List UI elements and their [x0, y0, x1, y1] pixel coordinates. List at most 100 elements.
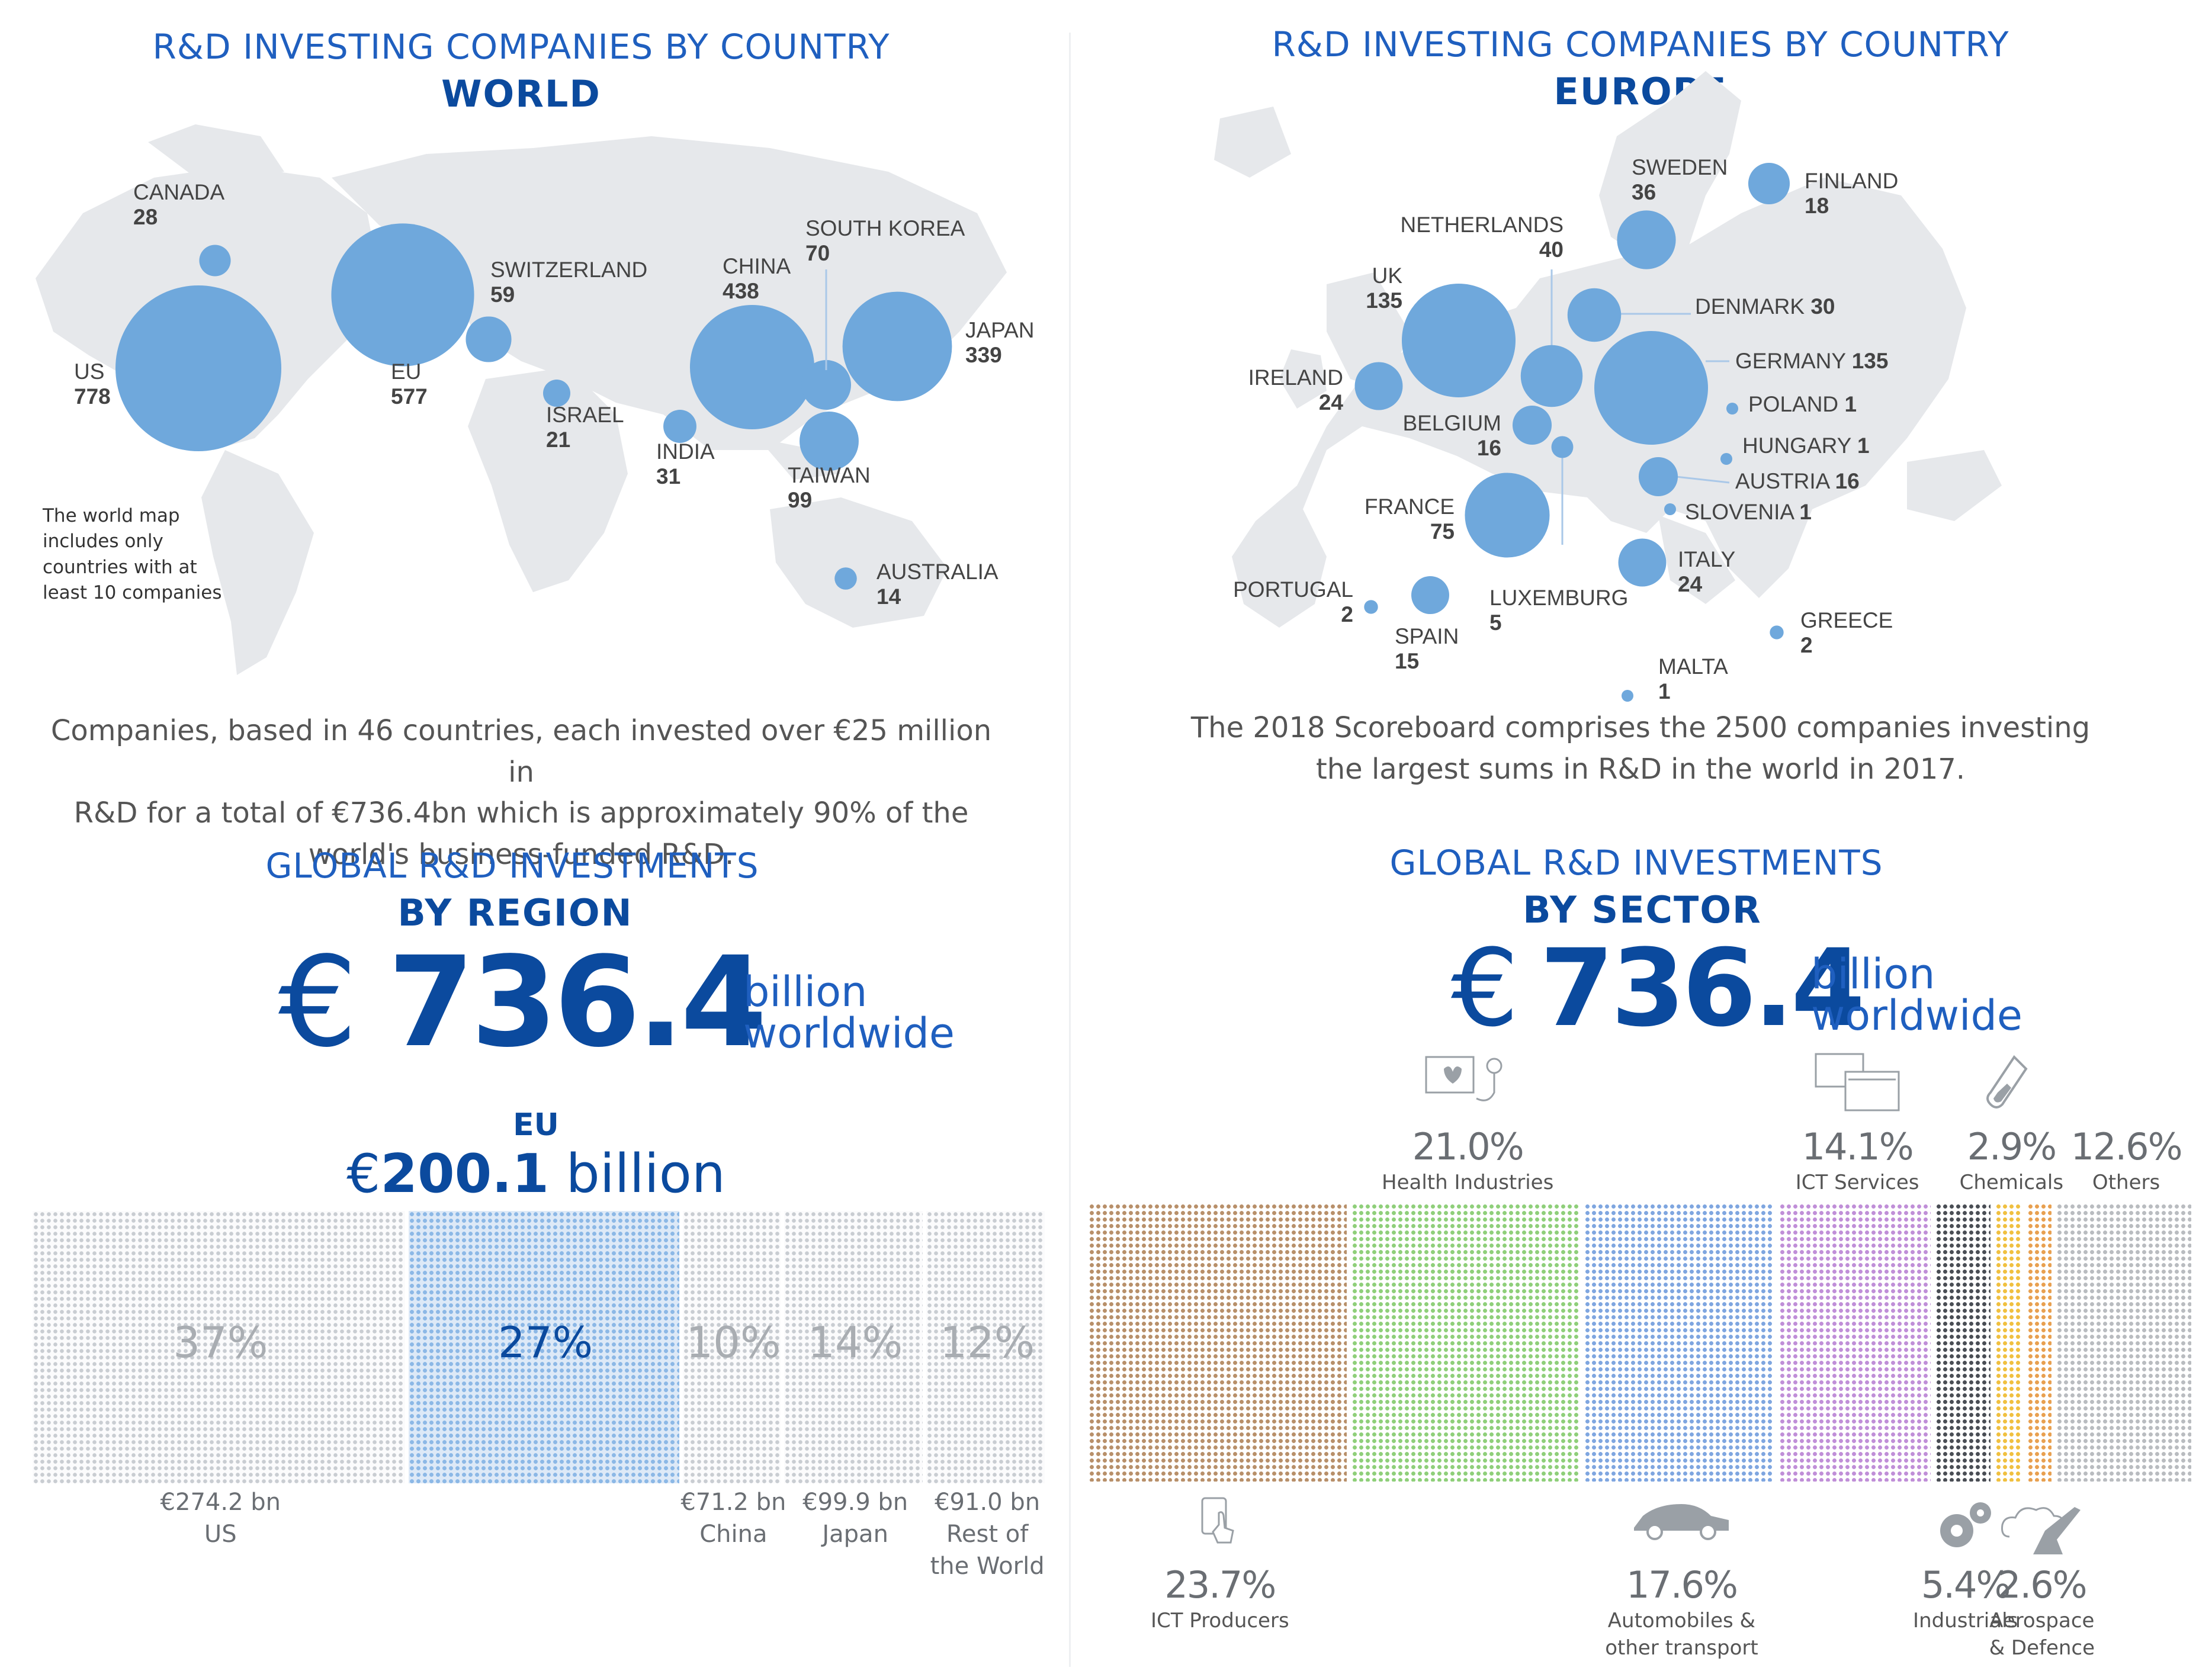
world-description-line: Companies, based in 46 countries, each i… — [50, 714, 992, 789]
world-label-china: CHINA — [723, 254, 791, 278]
sector-percent-others: 12.6% — [2070, 1125, 2183, 1168]
region-percent-japan: 14% — [808, 1318, 903, 1367]
europe-label-italy: ITALY — [1678, 547, 1735, 571]
world-label-taiwan: TAIWAN — [788, 463, 871, 487]
europe-value-sweden: 36 — [1632, 180, 1656, 204]
europe-bubble-germany — [1594, 331, 1708, 445]
region-total-value: 736.4 — [388, 930, 767, 1075]
sector-percent-aerospace-defence: 2.6% — [1998, 1563, 2088, 1606]
sector-total-symbol: € — [1451, 927, 1519, 1050]
world-value-switzerland: 59 — [490, 282, 515, 307]
europe-leader-austria — [1675, 475, 1730, 484]
europe-label-hungary: HUNGARY 1 — [1742, 433, 1870, 458]
europe-value-france: 75 — [1430, 519, 1455, 544]
sector-name-aerospace-defence: Aerospace & Defence — [1989, 1608, 2095, 1662]
test-tube-icon — [1985, 1051, 2038, 1119]
tablet-touch-icon — [1196, 1495, 1244, 1551]
world-description: Companies, based in 46 countries, each i… — [36, 711, 1007, 875]
sector-name-line: Health Industries — [1382, 1171, 1554, 1194]
sector-name-line: other transport — [1605, 1636, 1758, 1660]
europe-label-france: FRANCE — [1365, 494, 1455, 519]
region-percent-eu: 27% — [498, 1318, 593, 1367]
region-label-us: €274.2 bn US — [160, 1486, 281, 1550]
region-name: the World — [930, 1553, 1045, 1580]
region-name: Rest of — [946, 1521, 1029, 1548]
sector-percent-health-industries: 21.0% — [1412, 1125, 1524, 1168]
sector-bar-health-industries — [1351, 1203, 1579, 1482]
europe-bubble-slovenia — [1664, 503, 1676, 515]
sector-name-line: Industrials — [1913, 1609, 2018, 1633]
sector-name-line: ICT Producers — [1150, 1609, 1289, 1633]
sector-name-ict-services: ICT Services — [1796, 1169, 1919, 1197]
world-bubble-south-korea — [801, 360, 851, 410]
europe-bubble-sweden — [1617, 210, 1676, 269]
europe-label-germany: GERMANY 135 — [1735, 349, 1888, 373]
region-amount: €91.0 bn — [935, 1489, 1041, 1516]
europe-value-luxemburg: 5 — [1489, 611, 1502, 635]
region-total-unit: billion worldwide — [743, 971, 955, 1054]
region-percent-china: 10% — [686, 1318, 781, 1367]
sector-name-others: Others — [2092, 1169, 2160, 1197]
europe-panel-title: R&D INVESTING COMPANIES BY COUNTRY — [1272, 24, 2009, 65]
europe-bubble-austria — [1638, 457, 1678, 497]
sector-bar-others — [2056, 1203, 2191, 1482]
world-description-line: R&D for a total of €736.4bn which is app… — [73, 796, 969, 830]
europe-label-greece: GREECE — [1800, 608, 1893, 632]
world-value-australia: 14 — [877, 584, 901, 609]
europe-bubble-malta — [1622, 690, 1633, 702]
europe-description-line: the largest sums in R&D in the world in … — [1315, 752, 1966, 786]
world-label-australia: AUSTRALIA — [877, 560, 999, 584]
sector-name-ict-producers: ICT Producers — [1151, 1608, 1289, 1635]
europe-bubble-italy — [1618, 538, 1667, 587]
region-bar-us — [33, 1211, 405, 1483]
europe-label-malta: MALTA — [1658, 654, 1728, 679]
europe-bubble-uk — [1402, 284, 1516, 397]
sector-name-health-industries: Health Industries — [1382, 1169, 1553, 1197]
europe-label-sweden: SWEDEN — [1632, 155, 1728, 179]
world-panel-title: R&D INVESTING COMPANIES BY COUNTRY — [152, 27, 890, 67]
world-label-israel: ISRAEL — [546, 403, 624, 427]
sector-total-value: 736.4 — [1540, 927, 1865, 1050]
europe-label-ireland: IRELAND — [1248, 365, 1343, 390]
europe-value-spain: 15 — [1395, 649, 1419, 673]
region-unit-line: worldwide — [743, 1009, 955, 1058]
world-value-us: 778 — [74, 384, 111, 409]
sector-panel-subtitle: BY SECTOR — [1523, 888, 1762, 931]
region-total-symbol: € — [278, 930, 358, 1075]
region-amount: €99.9 bn — [802, 1489, 908, 1516]
world-bubble-china — [689, 304, 815, 430]
world-bubble-australia — [834, 567, 857, 590]
world-map-note-line: countries with at — [43, 556, 197, 578]
eu-value-number: 200.1 — [380, 1143, 550, 1205]
world-value-israel: 21 — [546, 428, 570, 452]
region-label-china: €71.2 bn China — [680, 1486, 786, 1550]
europe-bubble-luxemburg — [1551, 436, 1574, 458]
europe-bubble-netherlands — [1520, 345, 1583, 407]
sector-name-line: & Defence — [1989, 1636, 2095, 1660]
world-map-note-line: The world map — [43, 505, 180, 526]
europe-label-netherlands: NETHERLANDS — [1401, 213, 1564, 237]
region-name: China — [699, 1521, 768, 1548]
region-bar-japan — [784, 1211, 923, 1483]
europe-label-luxemburg: LUXEMBURG — [1489, 586, 1628, 610]
sector-name-line: Aerospace — [1989, 1609, 2095, 1633]
europe-bubble-finland — [1748, 162, 1790, 205]
world-label-japan: JAPAN — [965, 318, 1035, 342]
world-label-eu: EU — [391, 359, 421, 384]
region-bar-rest-of-the-world — [926, 1211, 1045, 1483]
region-label-japan: €99.9 bn Japan — [802, 1486, 908, 1550]
sector-name-line: Automobiles & — [1607, 1609, 1756, 1633]
sector-name-industrials: Industrials — [1913, 1608, 2018, 1635]
europe-bubble-france — [1465, 473, 1550, 558]
region-amount: €274.2 bn — [160, 1489, 281, 1516]
europe-label-spain: SPAIN — [1395, 624, 1459, 648]
europe-description-line: The 2018 Scoreboard comprises the 2500 c… — [1190, 711, 2091, 744]
sector-bar-aerospace-defence — [2027, 1203, 2052, 1482]
eu-value-suffix: billion — [549, 1143, 725, 1205]
world-panel-subtitle: WORLD — [441, 72, 601, 115]
world-map-note-line: includes only — [43, 531, 163, 552]
region-percent-us: 37% — [173, 1318, 268, 1367]
europe-bubble-denmark — [1567, 288, 1622, 342]
